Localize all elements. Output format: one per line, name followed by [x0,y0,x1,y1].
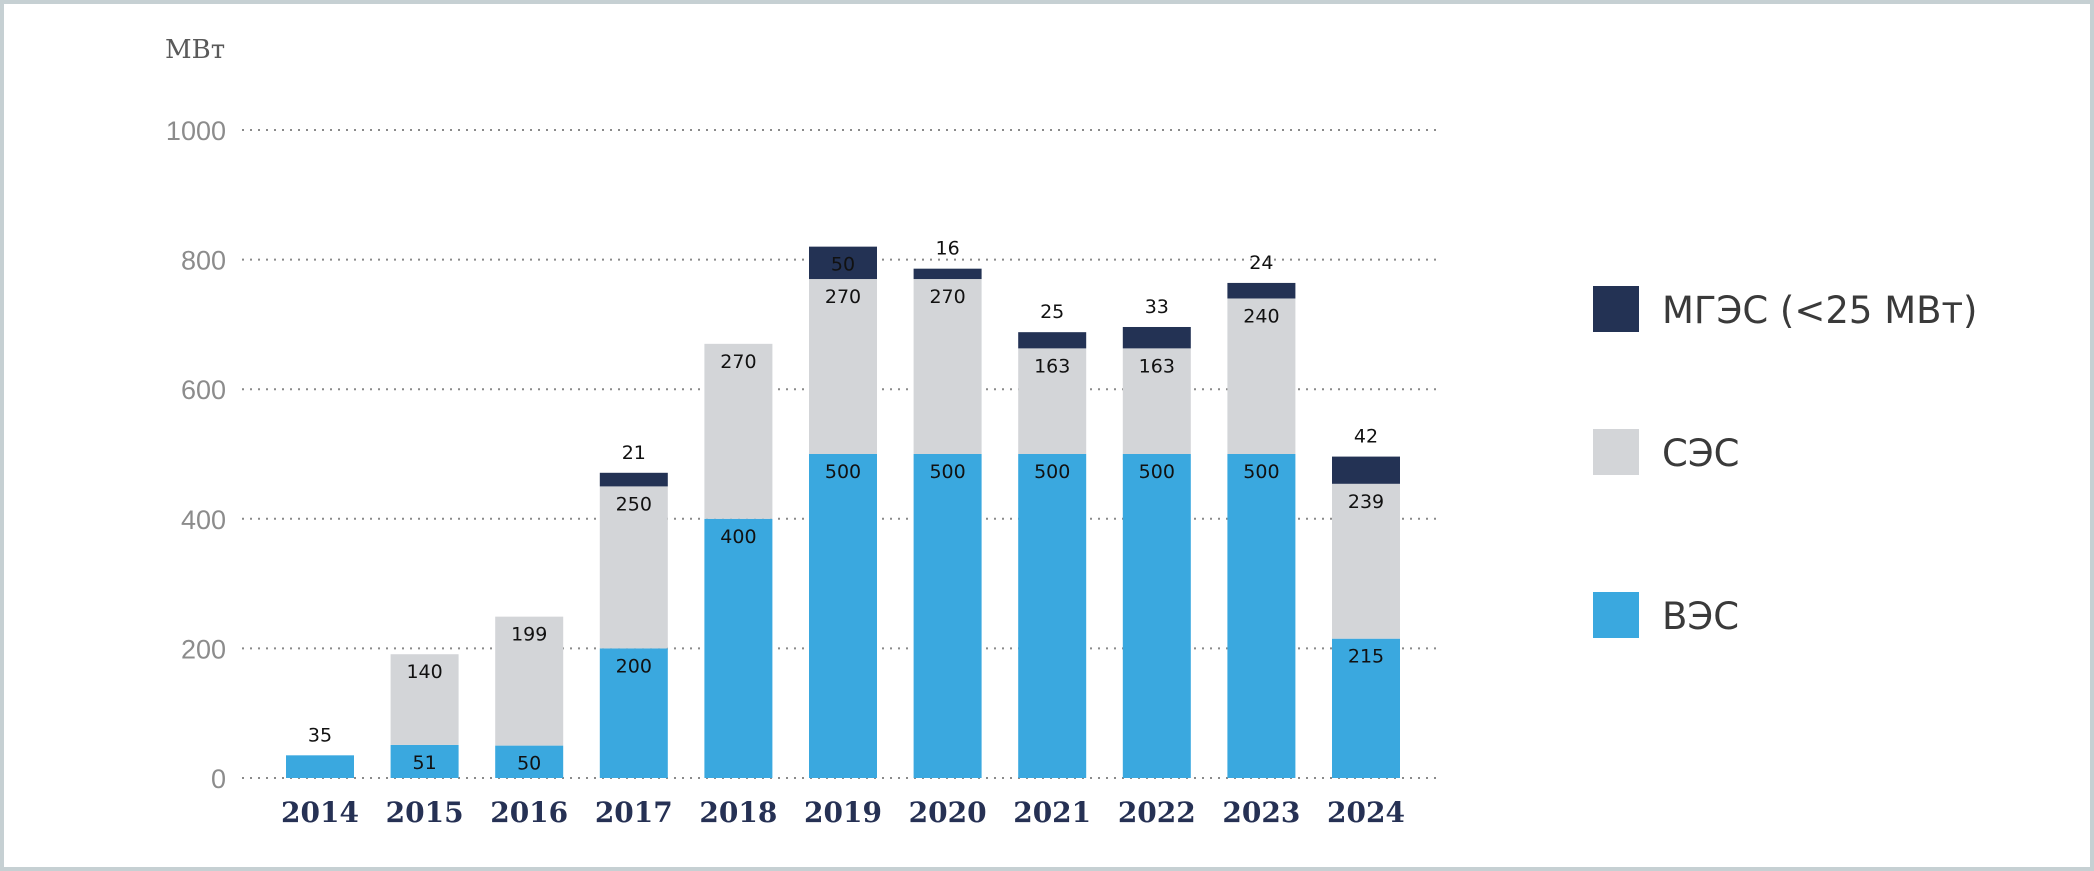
bar-2024-series-1 [1332,483,1400,639]
legend-swatch-2 [1593,592,1639,638]
value-label-2020-series-1: 270 [929,286,965,308]
x-tick-label-2022: 2022 [1118,796,1196,829]
bar-2017-series-0 [599,648,668,778]
legend: МГЭС (<25 МВт) СЭС ВЭС [1593,286,1978,638]
bar-2014-series-0 [286,755,354,778]
value-label-2014-series-0: 35 [308,724,332,746]
bar-2023-series-1 [1227,298,1296,454]
value-label-2019-series-0: 500 [825,461,861,483]
x-tick-label-2016: 2016 [490,796,568,829]
value-label-2018-series-1: 270 [720,351,756,373]
x-tick-label-2021: 2021 [1013,796,1091,829]
x-tick-label-2015: 2015 [386,796,464,829]
x-tick-label-2023: 2023 [1222,796,1300,829]
bar-2021-series-2 [1018,332,1087,349]
legend-swatch-0 [1593,286,1639,332]
value-label-2015-series-0: 51 [413,752,437,774]
x-tick-label-2020: 2020 [909,796,987,829]
y-tick-label: 0 [211,764,226,794]
bar-2024-series-2 [1332,456,1400,484]
value-label-2021-series-0: 500 [1034,461,1070,483]
legend-label-1: СЭС [1662,432,1740,475]
x-tick-label-2018: 2018 [699,796,777,829]
legend-swatch-1 [1593,429,1639,475]
bar-2022-series-2 [1122,326,1191,349]
bar-2023-series-0 [1227,454,1296,778]
bars [286,246,1400,778]
bar-2022-series-0 [1122,454,1191,778]
bar-2016-series-1 [495,616,564,746]
value-label-2017-series-1: 250 [616,493,652,515]
value-label-2019-series-1: 270 [825,286,861,308]
bar-2021-series-1 [1018,348,1087,454]
value-label-2021-series-2: 25 [1040,301,1064,323]
y-tick-label: 200 [181,634,226,664]
value-label-2017-series-0: 200 [616,655,652,677]
bar-2024-series-0 [1332,638,1400,778]
bar-2019-series-0 [809,454,877,778]
y-tick-label: 1000 [166,116,226,146]
bar-2020-series-2 [913,268,982,280]
bar-2020-series-0 [913,454,982,778]
value-label-2024-series-0: 215 [1348,646,1384,668]
bar-2023-series-2 [1227,282,1296,299]
bar-2015-series-0 [390,744,459,778]
bar-2016-series-0 [495,745,564,778]
y-tick-label: 400 [181,505,226,535]
value-label-2018-series-0: 400 [720,526,756,548]
x-tick-label-2019: 2019 [804,796,882,829]
x-tick-label-2017: 2017 [595,796,673,829]
value-label-2022-series-0: 500 [1139,461,1175,483]
bar-2017-series-2 [599,472,668,487]
value-label-2023-series-2: 24 [1249,252,1273,274]
legend-label-0: МГЭС (<25 МВт) [1662,289,1978,332]
value-label-2020-series-0: 500 [929,461,965,483]
bar-2017-series-1 [599,486,668,649]
value-label-2022-series-2: 33 [1145,296,1169,318]
bar-2018-series-0 [704,518,773,778]
value-label-2022-series-1: 163 [1139,355,1175,377]
y-axis-unit-label: МВт [165,35,225,65]
bar-2022-series-1 [1122,348,1191,454]
bar-2019-series-1 [809,279,877,454]
value-label-2015-series-1: 140 [406,661,442,683]
bar-2019-series-2 [809,246,877,280]
value-label-2024-series-1: 239 [1348,491,1384,513]
y-tick-label: 800 [181,246,226,276]
bar-2018-series-1 [704,343,773,519]
value-label-2020-series-2: 16 [936,238,960,260]
legend-label-2: ВЭС [1662,595,1739,638]
x-tick-label-2014: 2014 [281,796,359,829]
bar-2015-series-1 [390,654,459,745]
value-label-2016-series-1: 199 [511,624,547,646]
value-label-2024-series-2: 42 [1354,426,1378,448]
value-label-2019-series-2: 50 [831,254,855,276]
value-label-2017-series-2: 21 [622,442,646,464]
value-label-2023-series-0: 500 [1243,461,1279,483]
y-tick-label: 600 [181,375,226,405]
x-tick-label-2024: 2024 [1327,796,1405,829]
value-label-2021-series-1: 163 [1034,355,1070,377]
bar-2020-series-1 [913,279,982,454]
value-label-2023-series-1: 240 [1243,305,1279,327]
value-labels: 35 51 140 50 199 200 250 21 400 270 500 270 50 500 270… [308,238,1384,775]
value-label-2016-series-0: 50 [517,753,541,775]
axes: МВт 0 200 400 600 800 1000 2014 2015 2016 2017 201… [165,35,1405,829]
bar-2021-series-0 [1018,454,1087,778]
